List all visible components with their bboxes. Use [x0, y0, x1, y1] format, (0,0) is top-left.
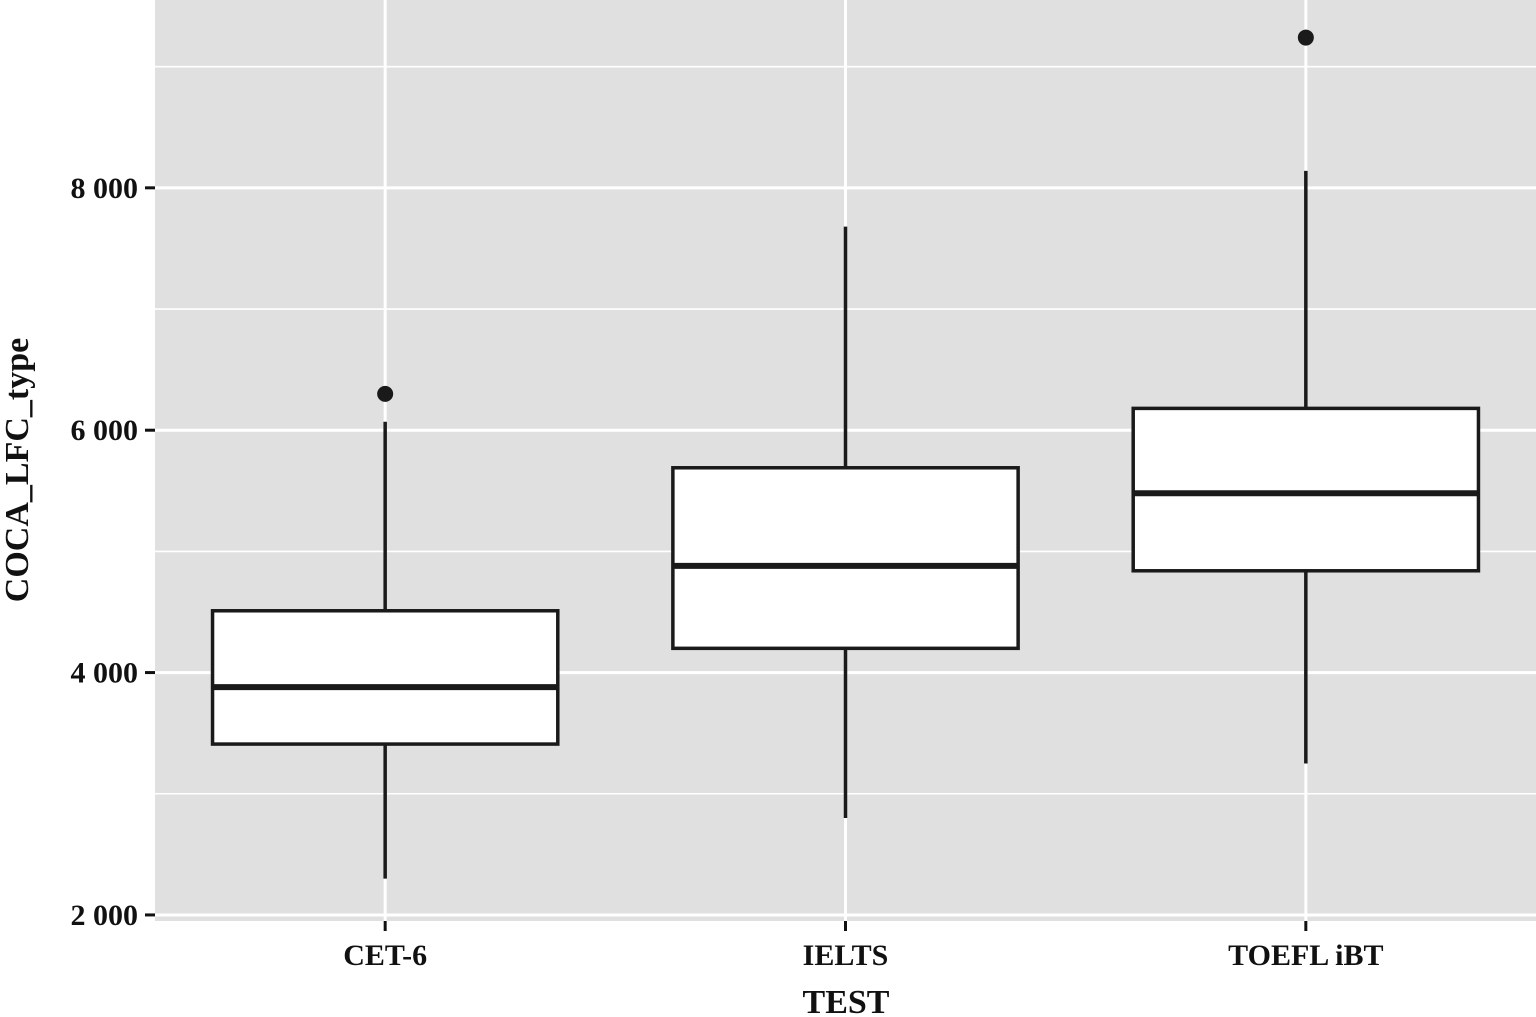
box-iqr: [671, 466, 1020, 651]
outlier-point: [377, 385, 394, 402]
y-tick-label: 4 000: [71, 657, 139, 690]
outlier-point: [1297, 29, 1314, 46]
axes: 2 000 4 000 6 000 8 000 CET-6 IELTS TOEFL iBT: [71, 172, 1384, 972]
y-tick-label: 6 000: [71, 414, 139, 447]
box-group: [671, 226, 1020, 818]
box-group: [210, 385, 560, 879]
x-axis-title: TEST: [803, 984, 890, 1017]
box-group: [1131, 29, 1481, 764]
y-tick-label: 2 000: [71, 899, 139, 932]
box-iqr: [210, 609, 560, 746]
x-tick-label: CET-6: [343, 939, 427, 972]
x-tick-label: IELTS: [803, 939, 889, 972]
y-axis-title: COCA_LFC_type: [0, 338, 36, 602]
x-tick-label: TOEFL iBT: [1228, 939, 1383, 972]
y-tick-label: 8 000: [71, 172, 139, 205]
box-iqr: [1131, 406, 1481, 573]
boxes: [210, 29, 1481, 879]
